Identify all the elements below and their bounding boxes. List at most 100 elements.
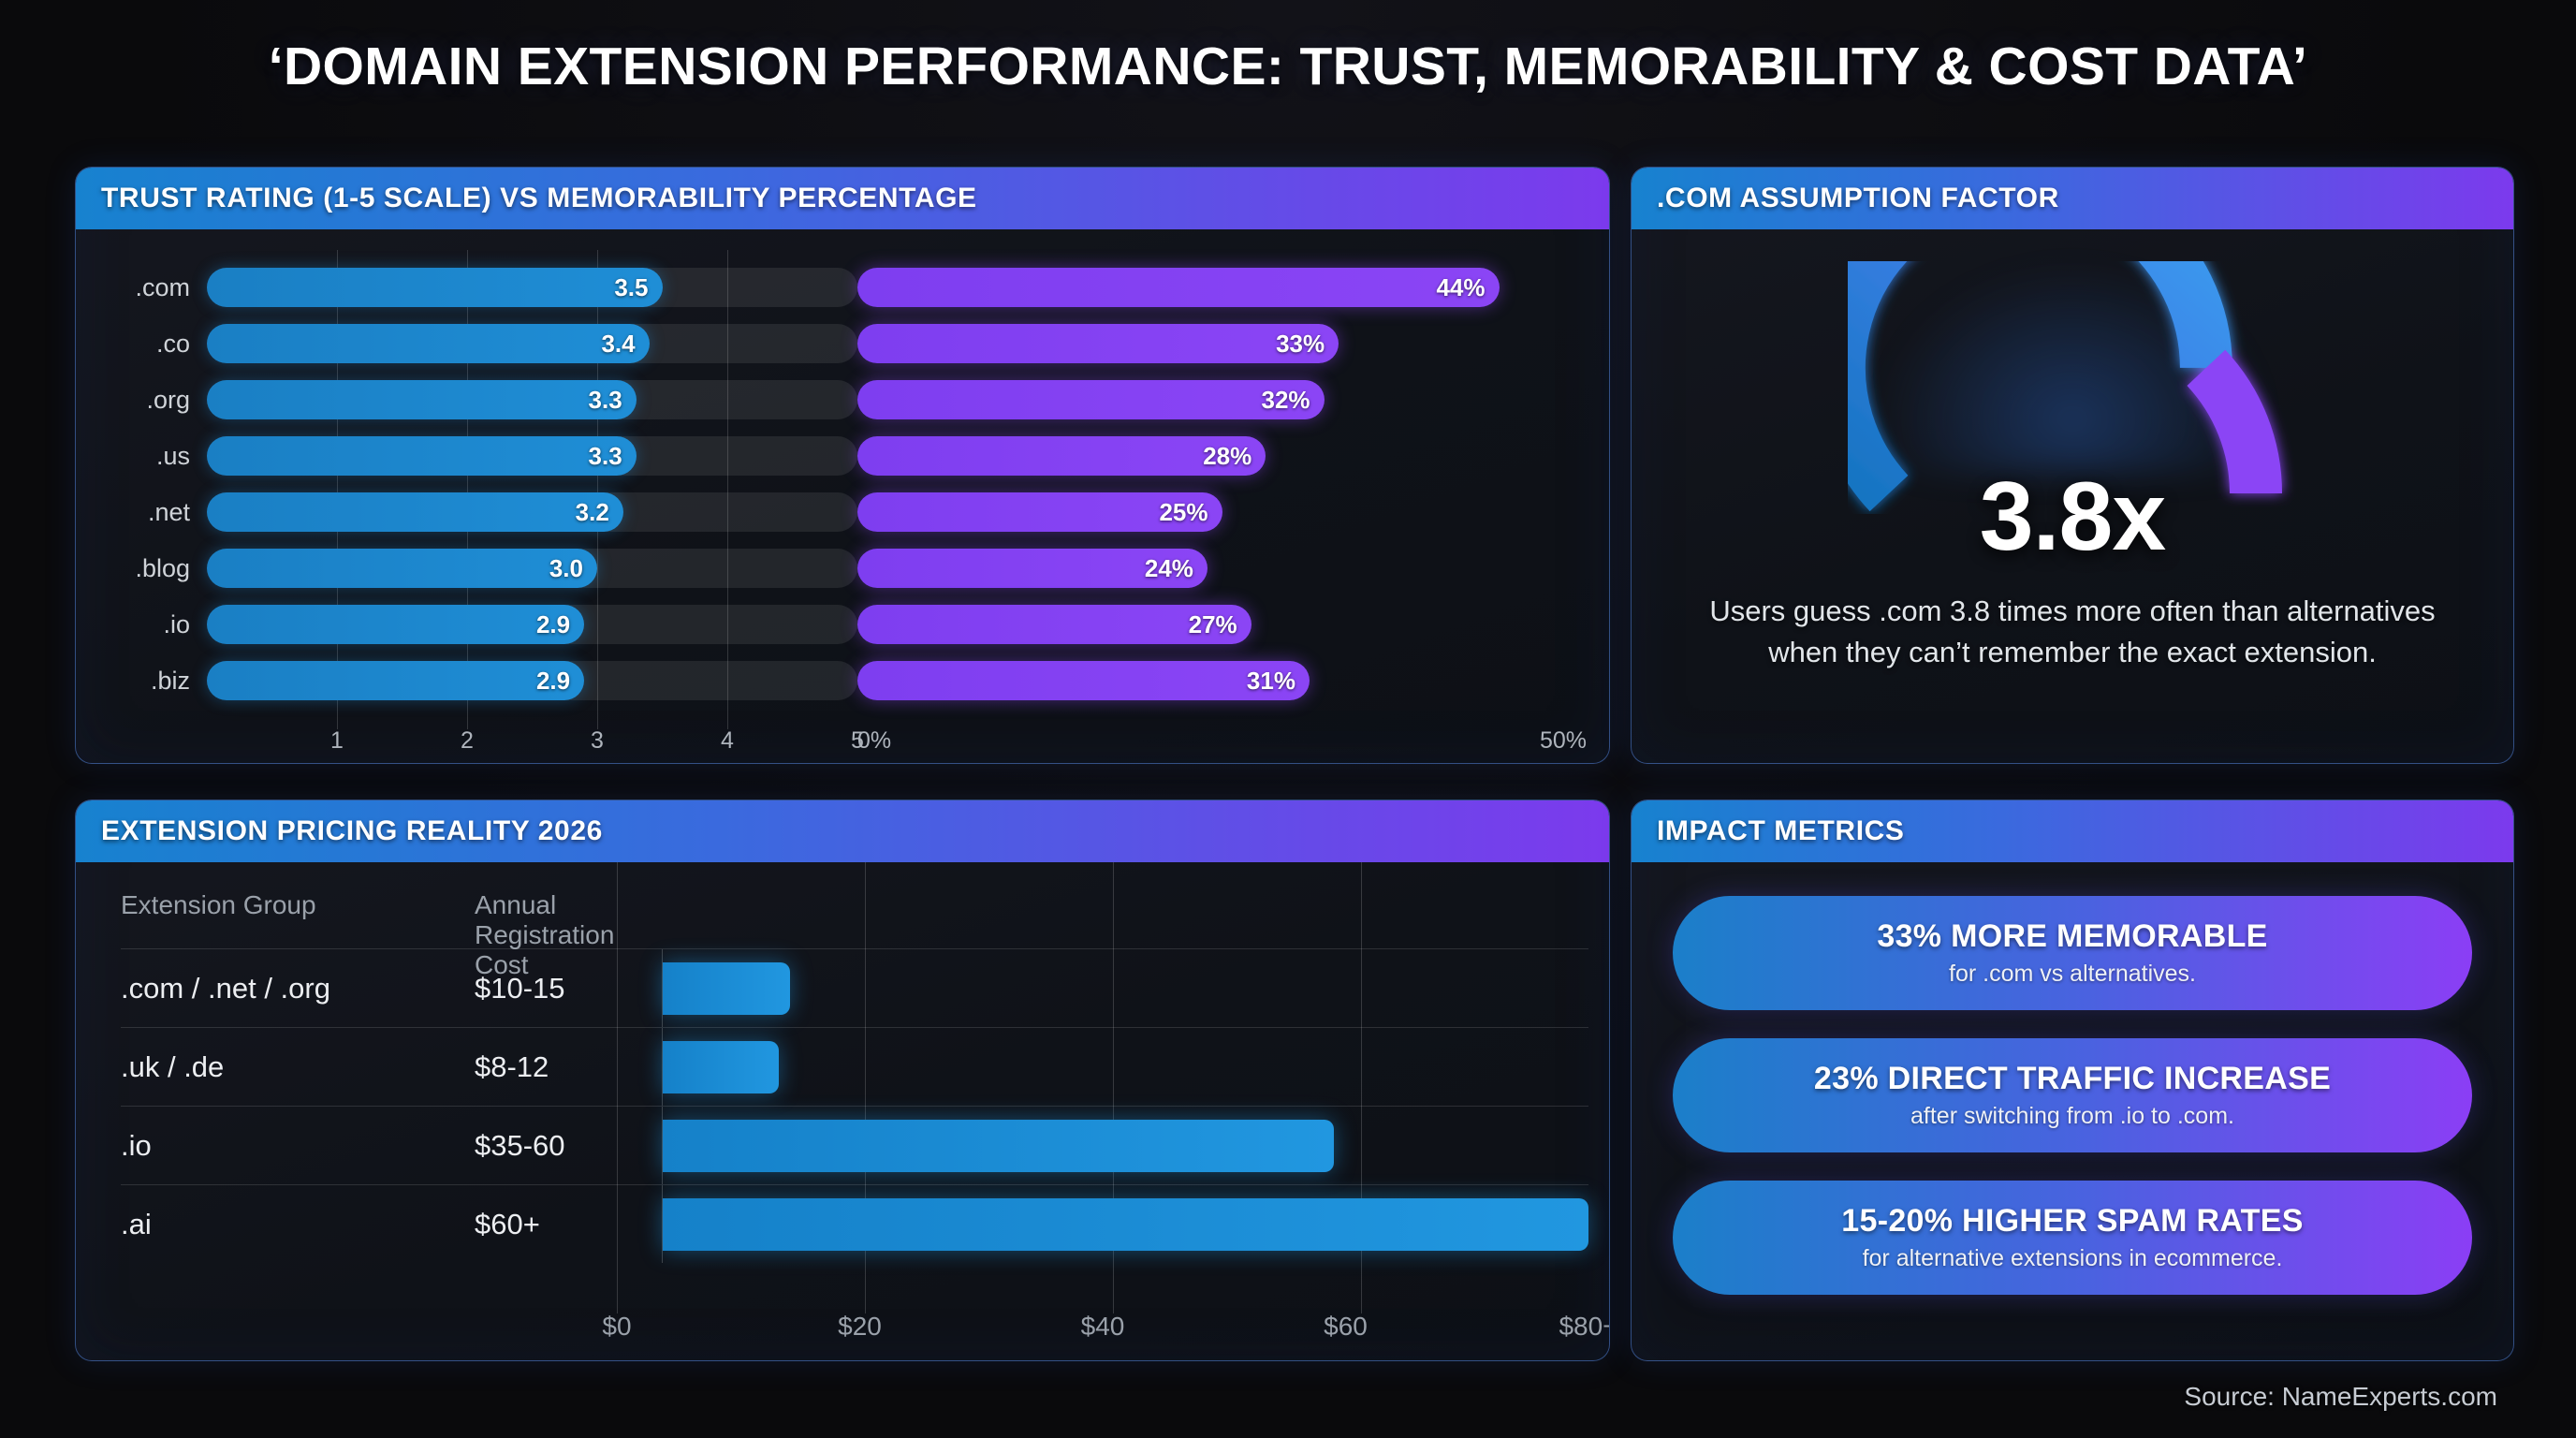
bar-value-label: 3.3 xyxy=(588,385,622,414)
bar-value-label: 2.9 xyxy=(535,666,571,695)
pricing-group-cell: .io xyxy=(121,1128,152,1162)
bar-value-label: 3.3 xyxy=(588,441,622,470)
memorability-bar-rows: 44% 33% 32% 28% 25% 24% 27% 31% xyxy=(857,259,1587,709)
category-label: .org xyxy=(146,385,190,414)
pricing-table-header: Extension Group Annual Registration Cost xyxy=(121,890,1609,980)
pricing-group-cell: .ai xyxy=(121,1207,152,1240)
category-label: .biz xyxy=(150,666,190,695)
axis-tick: $0 xyxy=(602,1312,632,1341)
bar-value-label: 33% xyxy=(1276,329,1325,358)
data-bar: 27% xyxy=(857,605,1251,644)
axis-tick: 50% xyxy=(1539,727,1587,754)
bar-track-wrap: 3.4 xyxy=(207,324,857,363)
data-bar: 3.0 xyxy=(207,549,597,588)
bar-track-wrap: 33% xyxy=(857,324,1587,363)
bar-value-label: 27% xyxy=(1188,609,1237,638)
chart-row: .biz 2.9 xyxy=(76,653,857,709)
axis-tick: $20 xyxy=(838,1312,882,1341)
bar-value-label: 25% xyxy=(1159,497,1208,526)
table-row: .ai $60+ xyxy=(121,1184,1588,1263)
pricing-cost-cell: $60+ xyxy=(475,1207,540,1240)
chart-row: 32% xyxy=(857,372,1587,428)
data-bar: 3.2 xyxy=(207,492,623,532)
impact-metric-pill[interactable]: 33% MORE MEMORABLE for .com vs alternativ… xyxy=(1673,896,2472,1010)
bar-value-label: 3.0 xyxy=(549,553,583,582)
category-label: .co xyxy=(155,329,190,358)
data-bar: 2.9 xyxy=(207,661,585,700)
bar-track-wrap: 3.3 xyxy=(207,380,857,419)
axis-tick: $80+ xyxy=(1559,1312,1609,1341)
chart-row: 44% xyxy=(857,259,1587,315)
chart-row: .org 3.3 xyxy=(76,372,857,428)
table-row: .io $35-60 xyxy=(121,1106,1588,1184)
pricing-cost-cell: $8-12 xyxy=(475,1049,549,1083)
bar-value-label: 44% xyxy=(1436,272,1486,301)
bar-track-wrap: 44% xyxy=(857,268,1587,307)
pricing-col-cost: Annual Registration Cost xyxy=(475,890,615,979)
panel-pricing-header: EXTENSION PRICING REALITY 2026 xyxy=(76,800,1609,862)
pricing-x-axis: $0 $20 $40 $60 $80+ xyxy=(602,1312,1609,1347)
impact-metric-subtext: after switching from .io to .com. xyxy=(1910,1103,2234,1129)
category-label: .net xyxy=(147,497,190,526)
panel-trust-title: TRUST RATING (1-5 SCALE) VS MEMORABILITY… xyxy=(101,183,977,213)
gauge-value: 3.8x xyxy=(1979,462,2166,571)
data-bar: 33% xyxy=(857,324,1339,363)
bar-value-label: 2.9 xyxy=(535,609,571,638)
table-row: .com / .net / .org $10-15 xyxy=(121,948,1588,1027)
axis-tick: 1 xyxy=(330,727,344,754)
category-label: .us xyxy=(155,441,190,470)
axis-tick: 2 xyxy=(461,727,474,754)
panel-impact-title: IMPACT METRICS xyxy=(1657,815,1905,846)
chart-row: 31% xyxy=(857,653,1587,709)
data-bar: 3.4 xyxy=(207,324,650,363)
bar-track-wrap: 2.9 xyxy=(207,661,857,700)
bar-track-wrap: 3.0 xyxy=(207,549,857,588)
page-title: ‘DOMAIN EXTENSION PERFORMANCE: TRUST, ME… xyxy=(268,37,2308,96)
impact-metric-headline: 33% MORE MEMORABLE xyxy=(1877,918,2268,954)
bar-track-wrap: 3.2 xyxy=(207,492,857,532)
impact-metric-headline: 23% DIRECT TRAFFIC INCREASE xyxy=(1813,1061,2332,1096)
bar-value-label: 28% xyxy=(1203,441,1252,470)
chart-row: 27% xyxy=(857,596,1587,653)
trust-rating-chart: .com 3.5 .co 3.4 .org 3.3 .us 3.3 .net 3.2 .blog 3.… xyxy=(76,250,864,763)
chart-row: 28% xyxy=(857,428,1587,484)
gauge-body: 3.8x Users guess .com 3.8 times more oft… xyxy=(1632,168,2513,763)
bar-value-label: 32% xyxy=(1261,385,1310,414)
data-bar: 25% xyxy=(857,492,1222,532)
pricing-col-group: Extension Group xyxy=(121,890,316,919)
impact-metric-subtext: for .com vs alternatives. xyxy=(1949,961,2196,987)
category-label: .com xyxy=(135,272,190,301)
panel-gauge-header: .COM ASSUMPTION FACTOR xyxy=(1632,168,2513,229)
category-label: .blog xyxy=(135,553,190,582)
pricing-bar xyxy=(663,1197,1588,1251)
data-bar: 31% xyxy=(857,661,1310,700)
data-bar: 3.3 xyxy=(207,436,637,476)
axis-tick: 0% xyxy=(857,727,892,754)
category-label: .io xyxy=(163,609,190,638)
pricing-bar xyxy=(663,961,790,1015)
chart-row: 33% xyxy=(857,315,1587,372)
bar-track-wrap: 24% xyxy=(857,549,1587,588)
pricing-bar-zone xyxy=(662,1107,1588,1184)
impact-metric-pill[interactable]: 23% DIRECT TRAFFIC INCREASE after switchi… xyxy=(1673,1038,2472,1152)
pricing-body: Extension Group Annual Registration Cost… xyxy=(76,862,1610,1360)
source-credit: Source: NameExperts.com xyxy=(2184,1382,2497,1411)
panel-impact-metrics: IMPACT METRICS 33% MORE MEMORABLE for .co… xyxy=(1631,800,2514,1361)
panel-pricing-title: EXTENSION PRICING REALITY 2026 xyxy=(101,815,603,846)
bar-track-wrap: 27% xyxy=(857,605,1587,644)
panel-impact-header: IMPACT METRICS xyxy=(1632,800,2513,862)
gauge-caption: Users guess .com 3.8 times more often th… xyxy=(1709,594,2436,669)
pricing-cost-cell: $10-15 xyxy=(475,971,565,1005)
bar-value-label: 31% xyxy=(1246,666,1295,695)
bar-track-wrap: 32% xyxy=(857,380,1587,419)
chart-row: 25% xyxy=(857,484,1587,540)
bar-value-label: 3.2 xyxy=(575,497,609,526)
bar-value-label: 3.5 xyxy=(614,272,649,301)
impact-metric-pill[interactable]: 15-20% HIGHER SPAM RATES for alternative … xyxy=(1673,1181,2472,1295)
chart-row: .io 2.9 xyxy=(76,596,857,653)
gridline xyxy=(1609,862,1610,1313)
impact-metric-subtext: for alternative extensions in ecommerce. xyxy=(1862,1245,2283,1271)
axis-tick: 3 xyxy=(591,727,604,754)
axis-tick: $60 xyxy=(1324,1312,1368,1341)
